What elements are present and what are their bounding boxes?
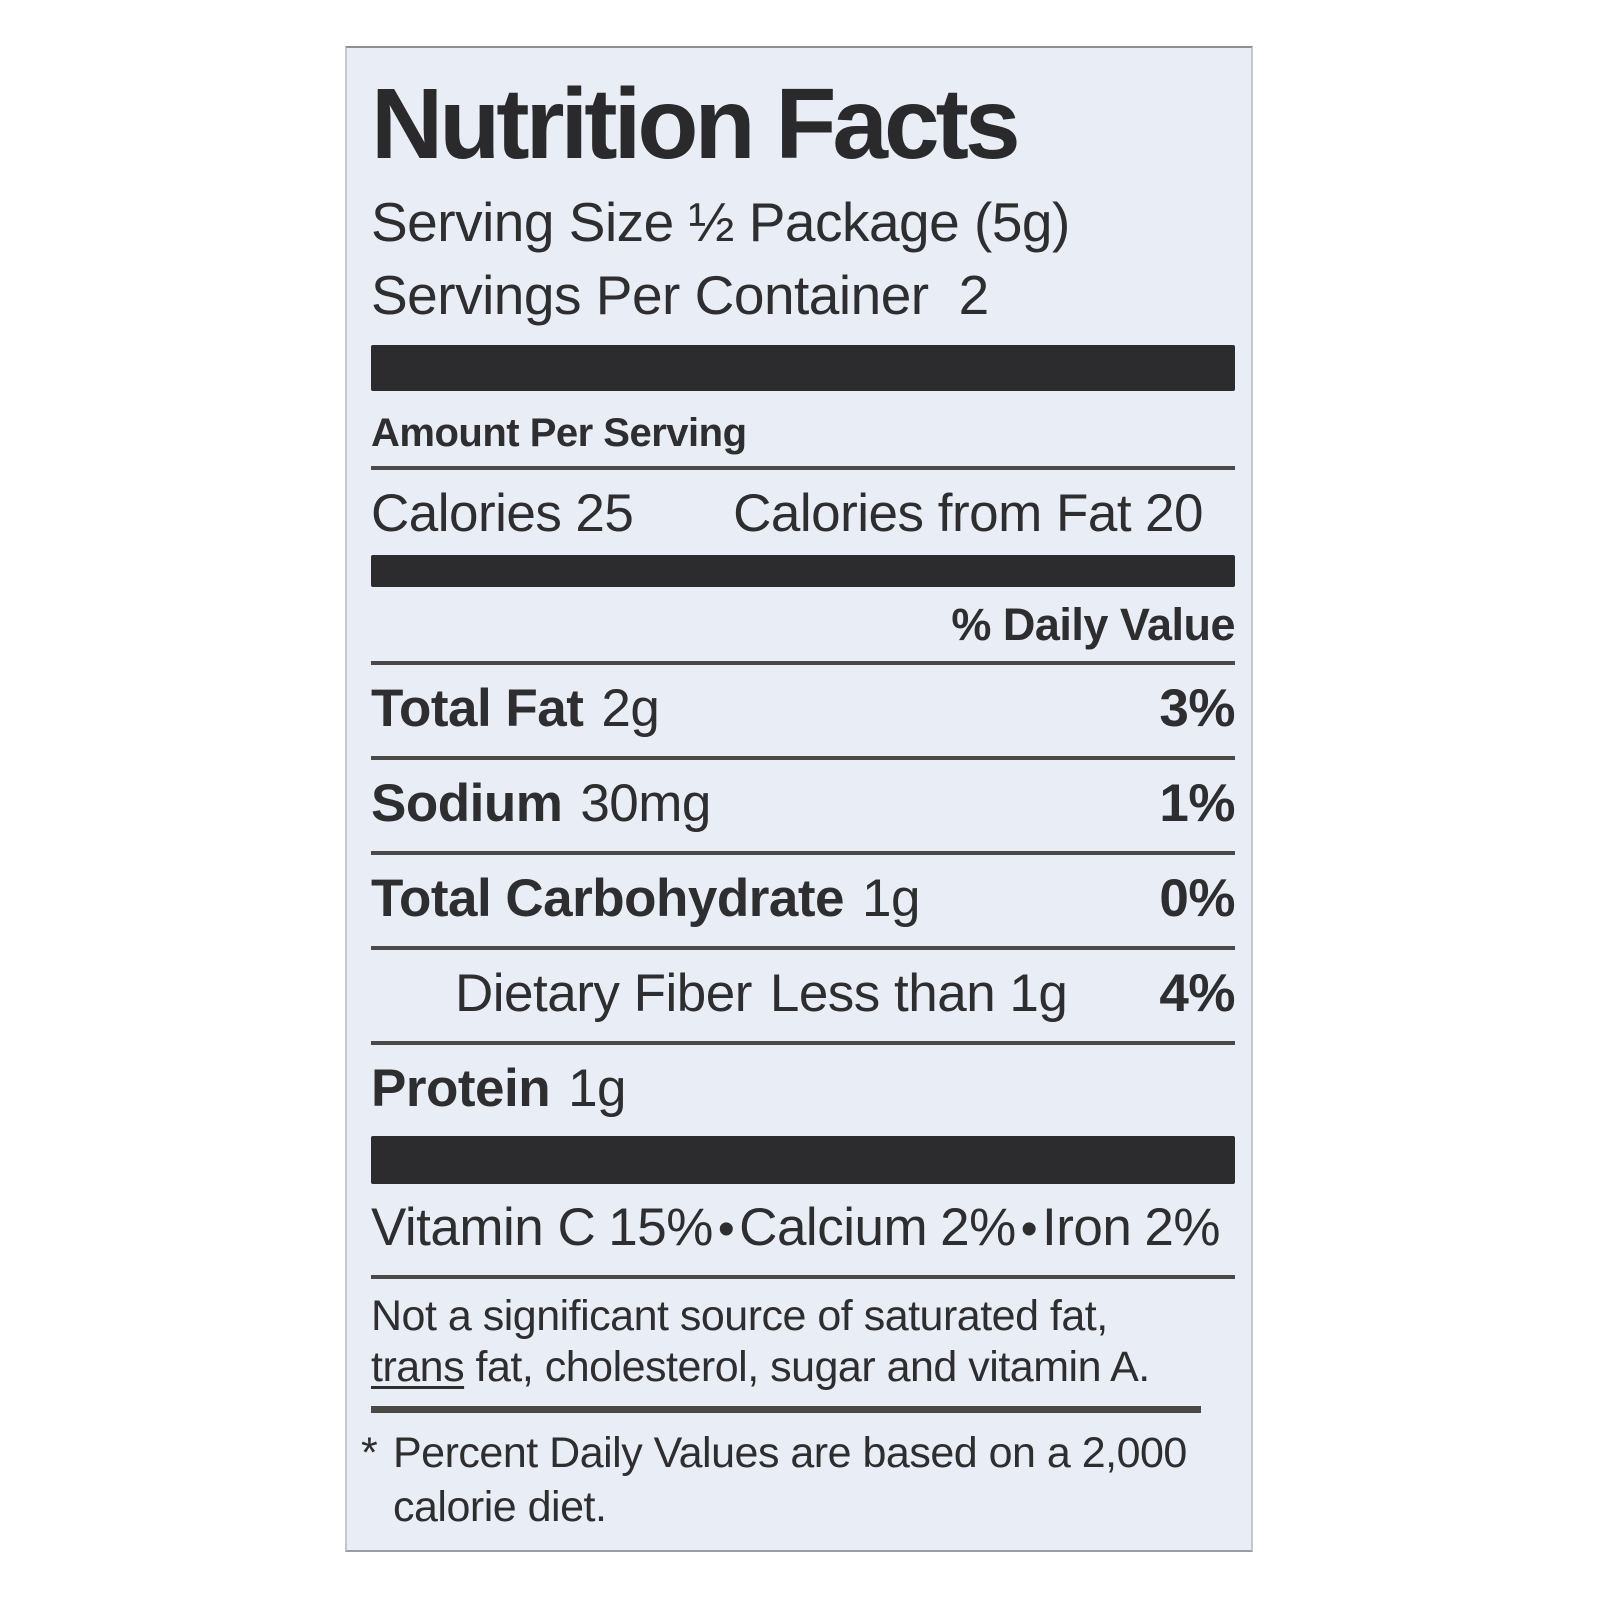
nutrient-name-amount: Sodium 30mg <box>371 774 711 835</box>
bullet-separator: • <box>717 1202 735 1256</box>
separator-bar-mid <box>371 555 1235 588</box>
servings-per-container-value: 2 <box>958 263 990 326</box>
nutrient-name-amount: Total Fat 2g <box>371 679 660 740</box>
vitamin-value: 15% <box>608 1197 713 1257</box>
footnote-asterisk: * <box>361 1428 378 1477</box>
nutrient-amount: 1g <box>568 1058 627 1118</box>
nutrient-name-amount: Protein 1g <box>371 1058 627 1120</box>
servings-per-container: Servings Per Container 2 <box>371 259 1235 332</box>
serving-info-block: Serving Size ½ Package (5g) Servings Per… <box>371 186 1235 331</box>
calories-value: 25 <box>575 484 634 544</box>
nutrient-amount: Less than 1g <box>769 963 1068 1023</box>
separator-bar-bottom <box>371 1135 1235 1184</box>
separator-bar-top <box>371 345 1235 392</box>
nutrient-amount: 30mg <box>580 774 711 834</box>
nutrient-amount: 1g <box>861 869 920 928</box>
vitamins-row: Vitamin C 15% •Calcium 2% •Iron 2% <box>371 1184 1235 1279</box>
footnote: * Percent Daily Values are based on a 2,0… <box>361 1413 1235 1535</box>
label-title: Nutrition Facts <box>371 68 1021 180</box>
calcium-entry: Calcium 2% <box>739 1198 1016 1257</box>
disclaimer-part-1: Not a significant source of saturated fa… <box>371 1291 1108 1340</box>
nutrient-name: Sodium <box>371 774 563 834</box>
serving-size: Serving Size ½ Package (5g) <box>371 191 1070 253</box>
nutrient-name-amount: Total Carbohydrate 1g <box>371 869 920 930</box>
disclaimer-part-2: fat, cholesterol, sugar and vitamin A. <box>464 1343 1151 1392</box>
servings-per-container-label: Servings Per Container <box>371 263 929 326</box>
nutrition-facts-label: Nutrition Facts Serving Size ½ Package (… <box>345 46 1253 1553</box>
nutrient-amount: 2g <box>601 679 660 739</box>
daily-value-header: % Daily Value <box>371 587 1236 666</box>
vitamin-name: Calcium <box>739 1197 928 1257</box>
vitamin-c-entry: Vitamin C 15% <box>371 1198 713 1257</box>
bullet-separator: • <box>1020 1202 1038 1256</box>
nutrient-daily-value: 4% <box>1159 963 1235 1023</box>
calories-row: Calories 25 Calories from Fat 20 <box>371 470 1235 555</box>
iron-entry: Iron 2% <box>1042 1198 1220 1257</box>
nutrient-daily-value: 3% <box>1159 679 1235 739</box>
nutrient-row-protein: Protein 1g <box>371 1045 1235 1132</box>
disclaimer-text: Not a significant source of saturated fa… <box>371 1279 1201 1413</box>
vitamin-name: Vitamin C <box>371 1197 596 1257</box>
trans-word-underlined: trans <box>371 1343 465 1392</box>
calories-label: Calories <box>371 484 562 544</box>
nutrient-row-total-fat: Total Fat 2g 3% <box>371 665 1235 761</box>
nutrient-name: Total Carbohydrate <box>371 869 844 928</box>
nutrient-name: Protein <box>371 1058 551 1118</box>
footnote-text: Percent Daily Values are based on a 2,00… <box>393 1428 1187 1531</box>
calories-from-fat-label: Calories from Fat <box>733 484 1132 544</box>
amount-per-serving-heading: Amount Per Serving <box>371 391 1235 471</box>
vitamin-value: 2% <box>940 1197 1016 1257</box>
nutrient-name: Total Fat <box>371 679 584 739</box>
nutrient-name: Dietary Fiber <box>455 963 752 1023</box>
nutrient-daily-value: 1% <box>1159 774 1235 834</box>
vitamin-name: Iron <box>1042 1197 1132 1257</box>
nutrient-name-amount: Dietary Fiber Less than 1g <box>455 963 1068 1025</box>
nutrient-row-dietary-fiber: Dietary Fiber Less than 1g 4% <box>371 950 1235 1045</box>
calories-from-fat-value: 20 <box>1145 484 1203 544</box>
nutrient-row-sodium: Sodium 30mg 1% <box>371 760 1235 855</box>
calories-group: Calories 25 <box>371 484 634 545</box>
nutrient-daily-value: 0% <box>1159 869 1235 928</box>
calories-from-fat-group: Calories from Fat 20 <box>733 484 1203 545</box>
vitamin-value: 2% <box>1144 1197 1220 1257</box>
nutrient-row-total-carbohydrate: Total Carbohydrate 1g 0% <box>371 855 1235 950</box>
